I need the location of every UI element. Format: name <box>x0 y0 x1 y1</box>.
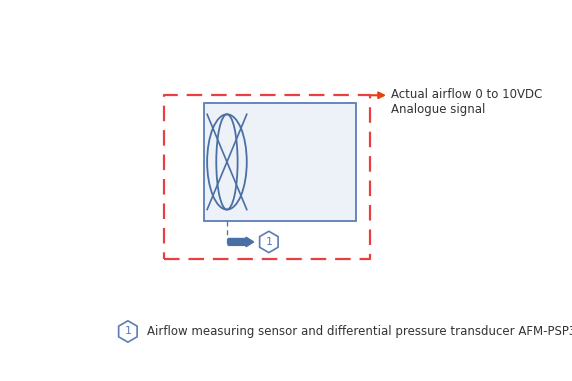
Polygon shape <box>118 321 137 342</box>
Text: Actual airflow 0 to 10VDC
Analogue signal: Actual airflow 0 to 10VDC Analogue signa… <box>391 88 542 115</box>
Bar <box>204 103 356 221</box>
Text: Airflow measuring sensor and differential pressure transducer AFM-PSP3: Airflow measuring sensor and differentia… <box>147 325 572 338</box>
Text: 1: 1 <box>124 327 132 336</box>
FancyArrow shape <box>228 237 253 247</box>
Polygon shape <box>260 231 278 253</box>
Text: 1: 1 <box>265 237 272 247</box>
